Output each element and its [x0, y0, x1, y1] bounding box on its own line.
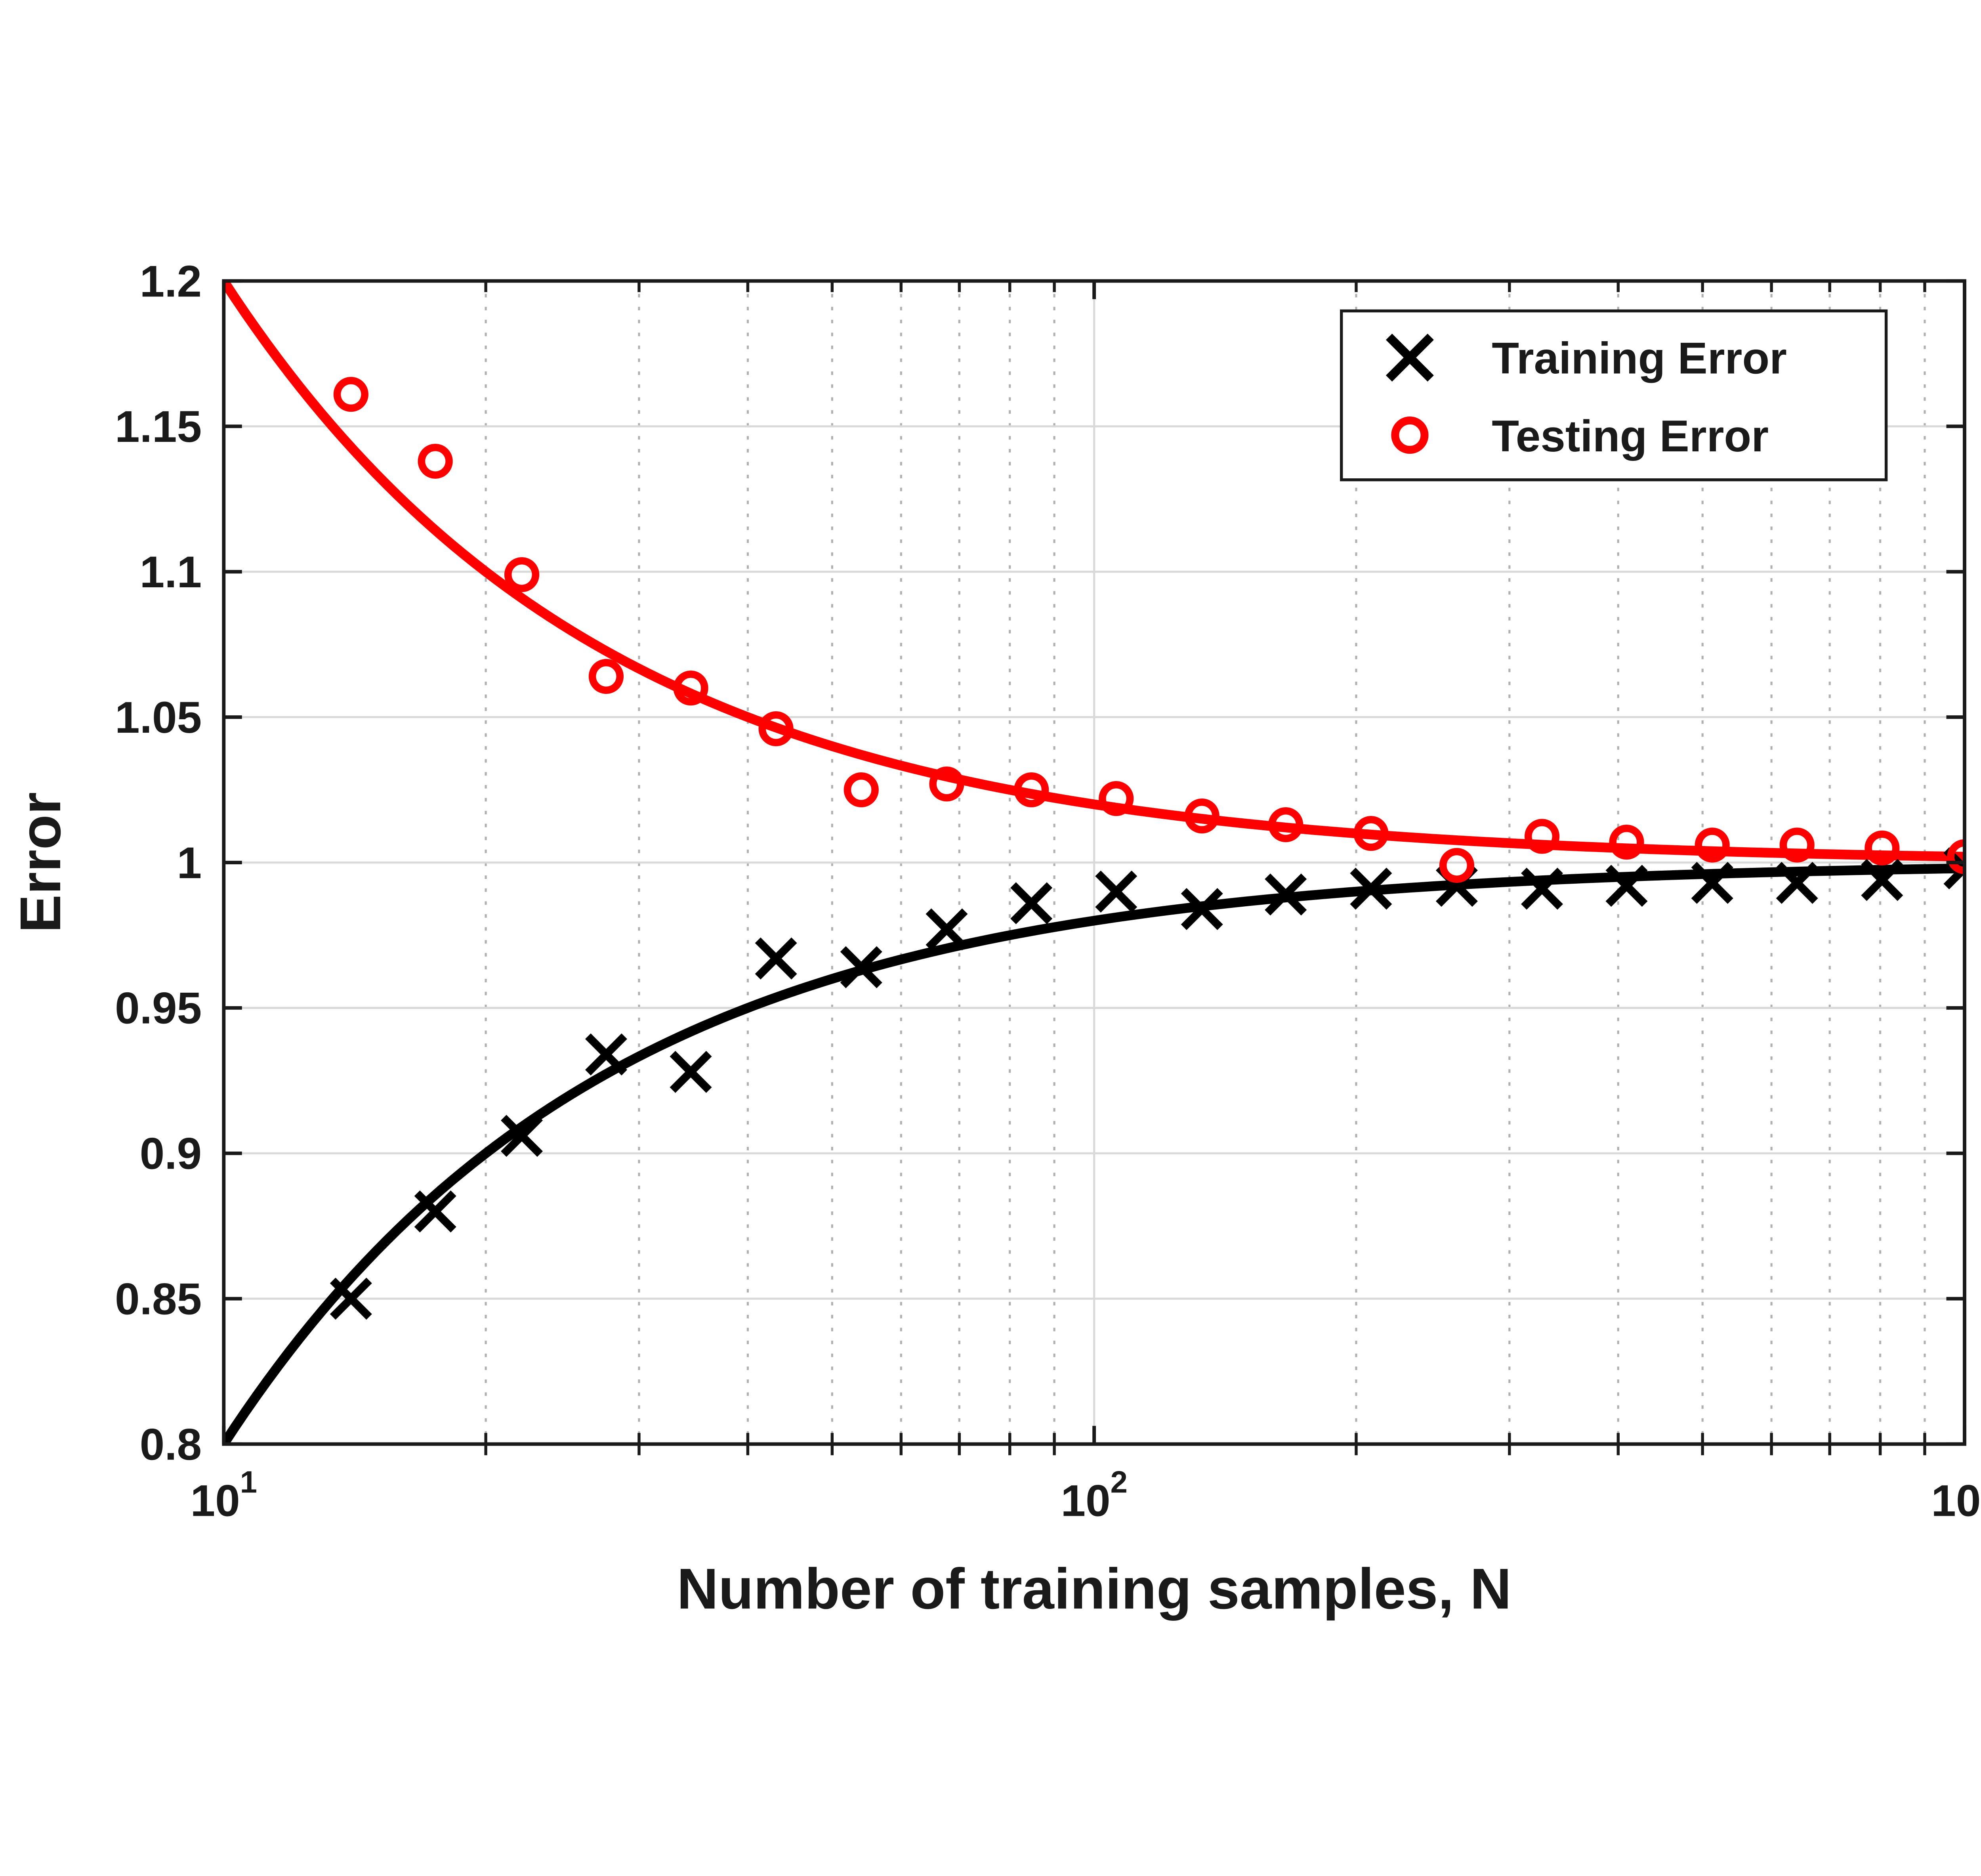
y-tick-label: 1.1 — [140, 547, 202, 597]
data-point-testing — [1014, 772, 1049, 808]
data-point-testing — [1268, 807, 1303, 842]
data-point-testing — [1099, 781, 1134, 816]
data-point-testing — [588, 659, 624, 694]
data-point-training — [840, 946, 882, 988]
legend-entry-training: Training Error — [1386, 333, 1787, 383]
x-tick-label: 101 — [190, 1465, 257, 1525]
data-point-testing — [1353, 816, 1389, 851]
data-point-training — [926, 908, 968, 951]
y-tick-label: 1 — [177, 838, 202, 888]
axis-labels: Number of training samples, N Error — [8, 792, 1512, 1621]
training-x-marker-icon — [1386, 333, 1434, 382]
data-point-testing — [1439, 848, 1475, 883]
data-point-training — [414, 1190, 456, 1233]
data-point-training — [585, 1033, 627, 1076]
data-point-testing — [1184, 799, 1220, 834]
data-point-training — [1010, 882, 1053, 925]
data-point-testing — [418, 443, 453, 479]
legend-label-training: Training Error — [1492, 333, 1787, 383]
series-training-error — [330, 847, 1965, 1320]
series-testing-error — [333, 377, 1965, 883]
data-point-training — [1265, 873, 1307, 916]
y-tick-label: 0.8 — [140, 1419, 202, 1469]
data-point-training — [1181, 888, 1223, 930]
y-axis-label: Error — [8, 792, 73, 933]
data-point-testing — [673, 671, 708, 706]
y-tick-label: 0.85 — [115, 1274, 202, 1324]
testing-circle-marker-icon — [1391, 416, 1429, 454]
y-tick-label: 1.15 — [115, 401, 202, 451]
data-point-training — [1776, 862, 1818, 904]
data-point-training — [1691, 862, 1733, 904]
tick-label-layer: 0.8 0.85 0.9 0.95 1 1.05 1.1 1.15 1.2 101 102 103 — [115, 256, 1981, 1525]
x-tick-label: 102 — [1061, 1465, 1128, 1525]
data-point-training — [1943, 863, 1965, 890]
data-point-testing — [1779, 827, 1815, 863]
data-point-testing — [844, 772, 879, 808]
legend-entry-testing: Testing Error — [1391, 411, 1769, 461]
data-point-training — [501, 1115, 543, 1157]
y-tick-label: 0.95 — [115, 983, 202, 1033]
data-point-testing — [1609, 825, 1644, 860]
data-point-testing — [929, 766, 964, 802]
plot-data-layer — [223, 281, 1965, 1444]
data-point-testing — [333, 377, 368, 412]
data-point-testing — [1695, 827, 1730, 863]
legend-label-testing: Testing Error — [1492, 411, 1769, 461]
data-point-training — [1350, 867, 1392, 910]
x-axis-label: Number of training samples, N — [677, 1556, 1512, 1621]
data-point-training — [755, 937, 797, 980]
fit-curve-testing — [223, 281, 1965, 862]
data-point-testing — [504, 557, 540, 592]
data-point-training — [1521, 867, 1563, 910]
data-point-training — [1605, 865, 1648, 907]
data-point-training — [1861, 859, 1903, 901]
axes-layer — [222, 279, 1966, 1456]
y-tick-label: 1.05 — [115, 692, 202, 742]
data-point-training — [670, 1051, 712, 1093]
data-point-testing — [1947, 839, 1965, 874]
data-point-testing — [758, 711, 794, 747]
legend: Training Error Testing Error — [1340, 309, 1888, 481]
x-tick-label: 103 — [1931, 1465, 1981, 1525]
data-point-training — [330, 1278, 372, 1320]
data-point-training — [1095, 870, 1137, 913]
y-tick-label: 1.2 — [140, 256, 202, 306]
data-point-testing — [1865, 830, 1900, 865]
data-point-testing — [1524, 819, 1560, 854]
y-tick-label: 0.9 — [140, 1129, 202, 1179]
